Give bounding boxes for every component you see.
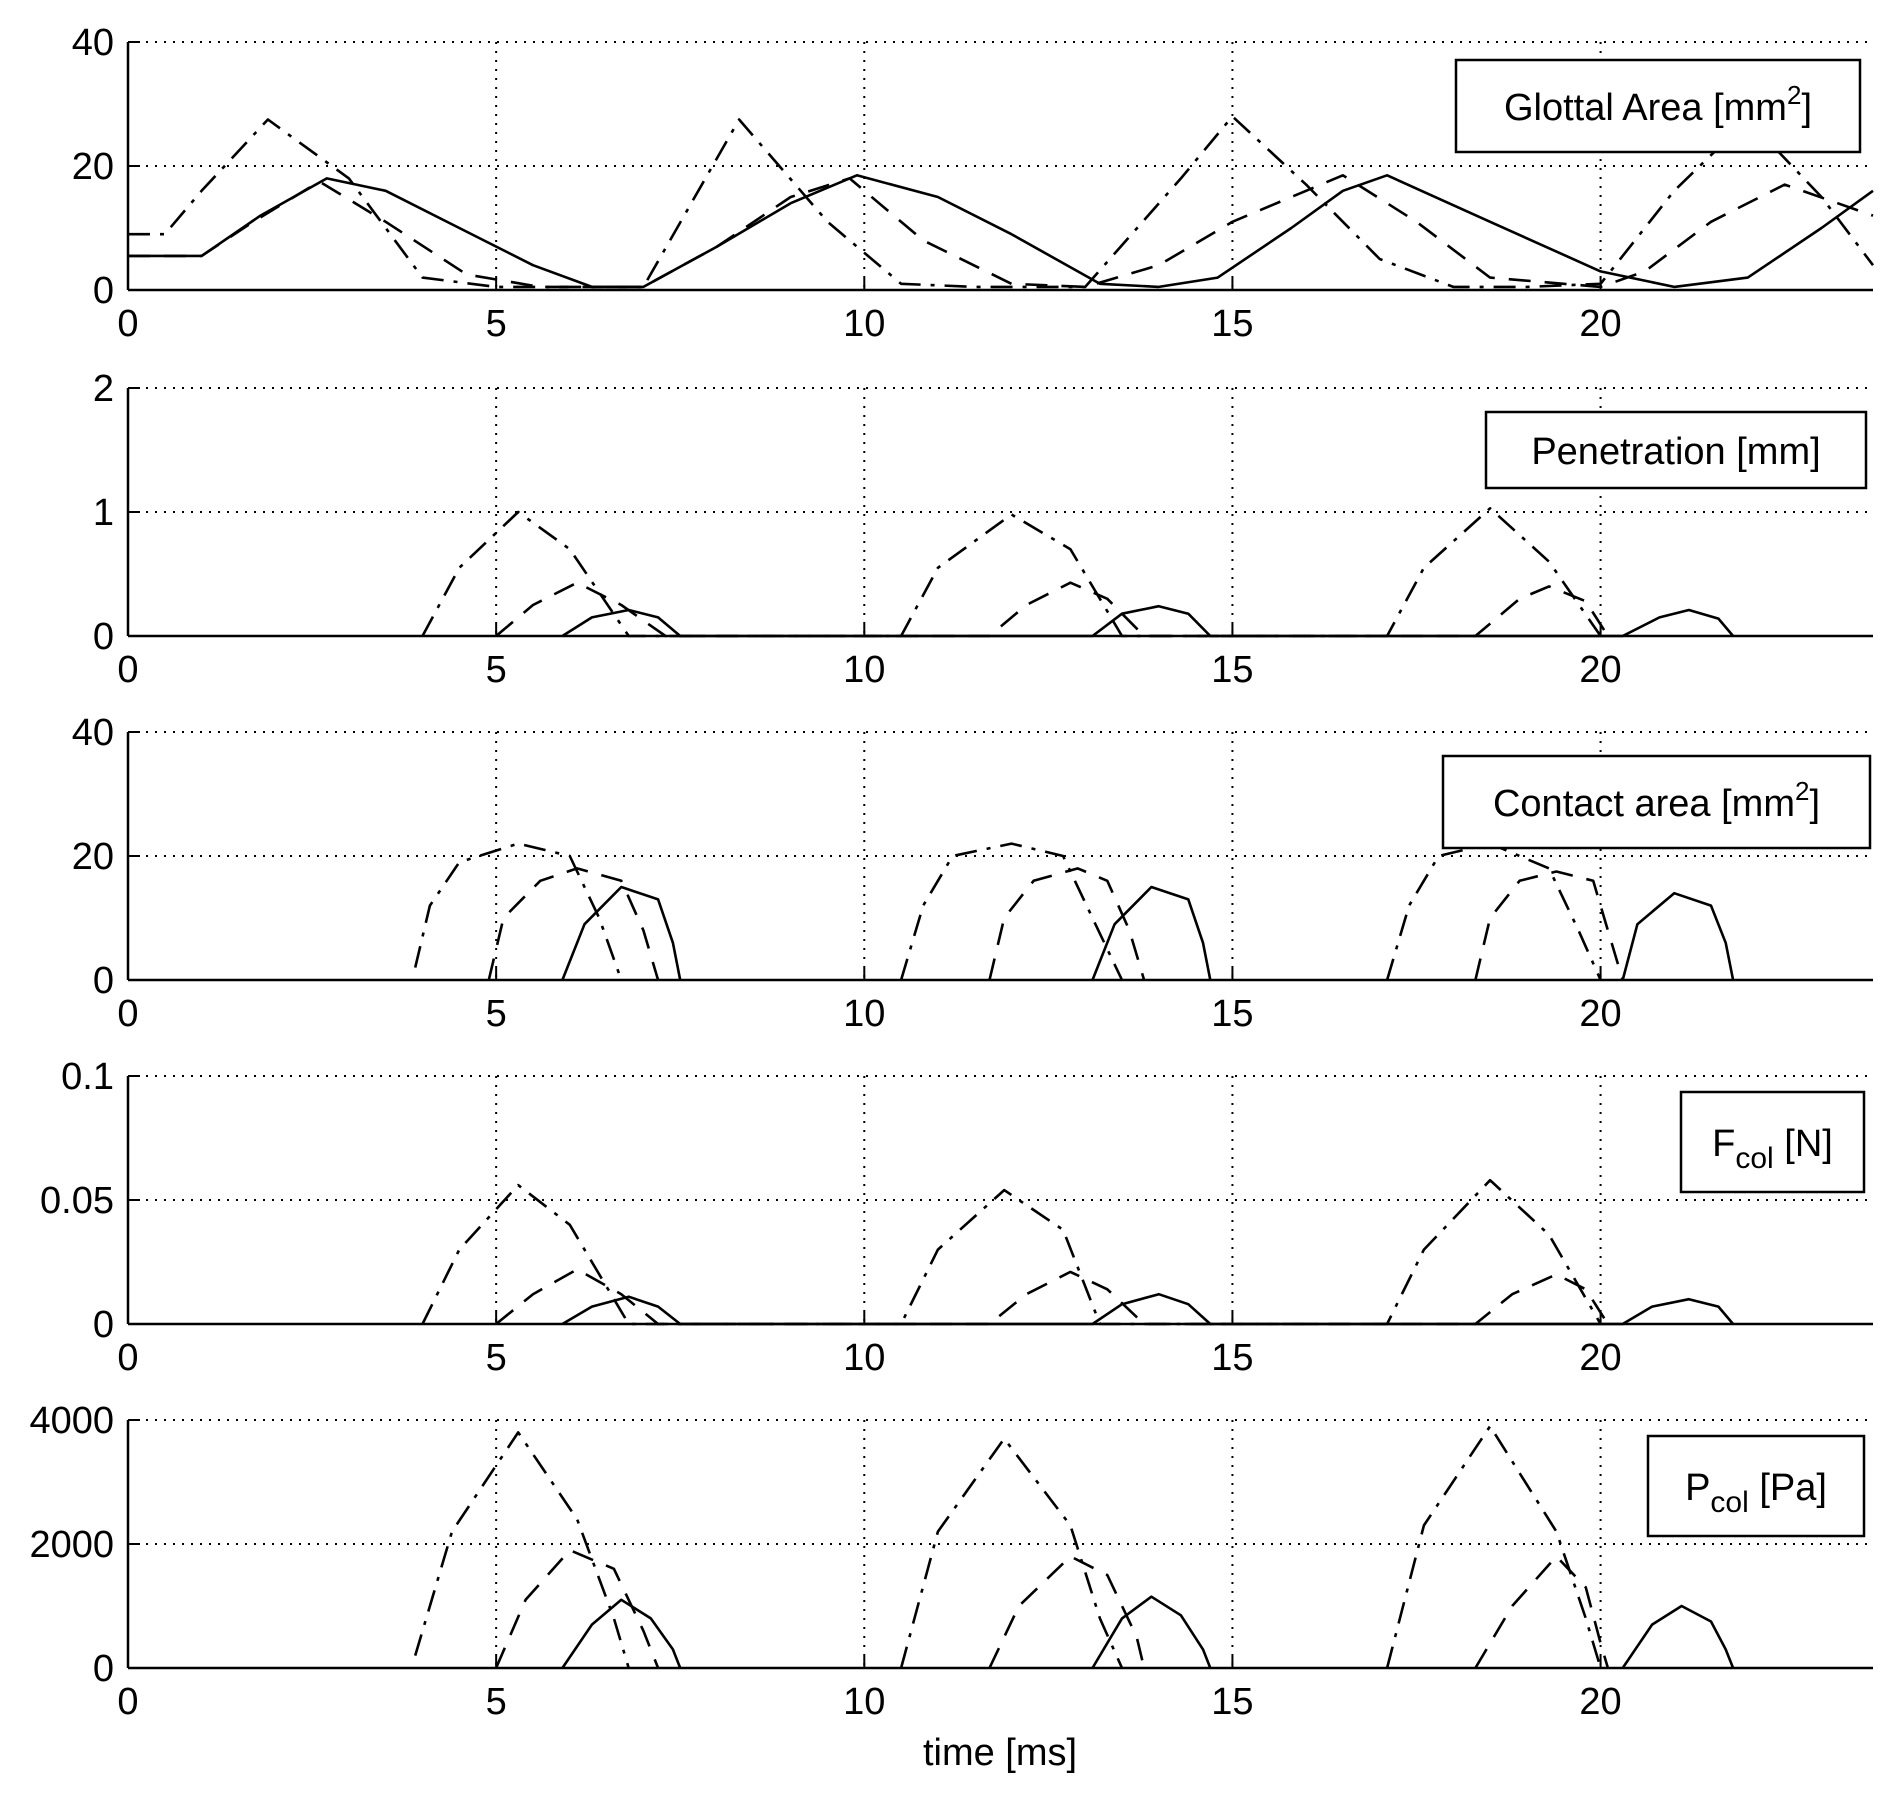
series-line-solid (561, 604, 1735, 638)
panel-f-col: 0 5 10 15 20 0 0.05 0.1 Fcol [N] (40, 1056, 1873, 1379)
series-line-dash-dot (413, 1424, 1602, 1669)
series-line-solid (561, 885, 1735, 981)
y-tick-label: 40 (72, 712, 114, 754)
series-line-dashed (494, 1548, 1610, 1669)
x-tick-label: 20 (1579, 1681, 1621, 1723)
y-tick-label: 40 (72, 22, 114, 64)
legend-contact-area: Contact area [mm2] (1441, 754, 1872, 850)
legend-penetration: Penetration [mm] (1484, 410, 1868, 490)
x-tick-label: 10 (843, 303, 885, 345)
x-tick-label: 5 (486, 993, 507, 1035)
x-tick-label: 0 (117, 649, 138, 691)
y-tick-label: 0 (93, 1648, 114, 1690)
x-tick-label: 15 (1211, 993, 1253, 1035)
legend-f-col: Fcol [N] (1679, 1090, 1866, 1194)
x-tick-label: 20 (1579, 993, 1621, 1035)
series-line-dash-dot (128, 115, 1875, 289)
legend-label: Contact area [mm2] (1493, 776, 1820, 825)
y-tick-label: 20 (72, 146, 114, 188)
x-tick-label: 10 (843, 1337, 885, 1379)
legend-label: Glottal Area [mm2] (1504, 80, 1812, 129)
legend-box (1679, 1090, 1866, 1194)
y-tick-label: 0 (93, 616, 114, 658)
x-tick-label: 5 (486, 303, 507, 345)
panel-contact-area: 0 5 10 15 20 0 20 40 Contact area [mm2] (72, 712, 1873, 1035)
series-line-solid (561, 1595, 1735, 1669)
series-line-solid (128, 174, 1874, 289)
legend-label: Penetration [mm] (1531, 431, 1820, 473)
legend-box (1646, 1434, 1866, 1538)
y-tick-label: 0 (93, 1304, 114, 1346)
x-tick-label: 15 (1211, 649, 1253, 691)
panel-penetration: 0 5 10 15 20 0 1 2 Penetration [mm] (93, 368, 1873, 691)
y-tick-label: 4000 (29, 1400, 114, 1442)
panel-p-col: 0 5 10 15 20 0 2000 4000 Pcol [Pa] (29, 1400, 1873, 1723)
x-tick-label: 10 (843, 649, 885, 691)
legend-label: Pcol [Pa] (1685, 1467, 1827, 1519)
x-tick-label: 5 (486, 1681, 507, 1723)
x-tick-label: 5 (486, 649, 507, 691)
y-tick-label: 0 (93, 270, 114, 312)
x-tick-label: 5 (486, 1337, 507, 1379)
legend-box (1484, 410, 1868, 490)
x-tick-label: 20 (1579, 649, 1621, 691)
legend-box (1454, 58, 1862, 154)
x-tick-label: 0 (117, 993, 138, 1035)
x-tick-label: 10 (843, 993, 885, 1035)
series-line-dash-dot (421, 507, 1602, 638)
panel-glottal-area: 0 5 10 15 20 0 20 40 Glottal Area [mm2] (72, 22, 1875, 345)
x-tick-label: 0 (117, 1337, 138, 1379)
legend-box (1441, 754, 1872, 850)
legend-glottal-area: Glottal Area [mm2] (1454, 58, 1862, 154)
legend-p-col: Pcol [Pa] (1646, 1434, 1866, 1538)
series-line-solid (561, 1292, 1735, 1326)
series-line-dashed (495, 1268, 1609, 1326)
series-line-dashed (495, 581, 1609, 638)
series-line-dash-dot (421, 1178, 1602, 1326)
x-tick-label: 15 (1211, 1337, 1253, 1379)
y-tick-label: 2 (93, 368, 114, 410)
x-tick-label: 20 (1579, 303, 1621, 345)
x-axis-label: time [ms] (923, 1732, 1077, 1774)
x-tick-label: 15 (1211, 1681, 1253, 1723)
x-tick-label: 15 (1211, 303, 1253, 345)
y-tick-label: 20 (72, 836, 114, 878)
y-tick-label: 0.1 (61, 1056, 114, 1098)
legend-label: Fcol [N] (1712, 1123, 1833, 1175)
x-tick-label: 10 (843, 1681, 885, 1723)
y-tick-label: 0.05 (40, 1180, 114, 1222)
y-tick-label: 2000 (29, 1524, 114, 1566)
y-tick-label: 1 (93, 492, 114, 534)
series-line-dashed (487, 867, 1624, 981)
series-line-dashed (128, 174, 1874, 289)
x-tick-label: 0 (117, 1681, 138, 1723)
x-tick-label: 0 (117, 303, 138, 345)
y-tick-label: 0 (93, 960, 114, 1002)
x-tick-label: 20 (1579, 1337, 1621, 1379)
